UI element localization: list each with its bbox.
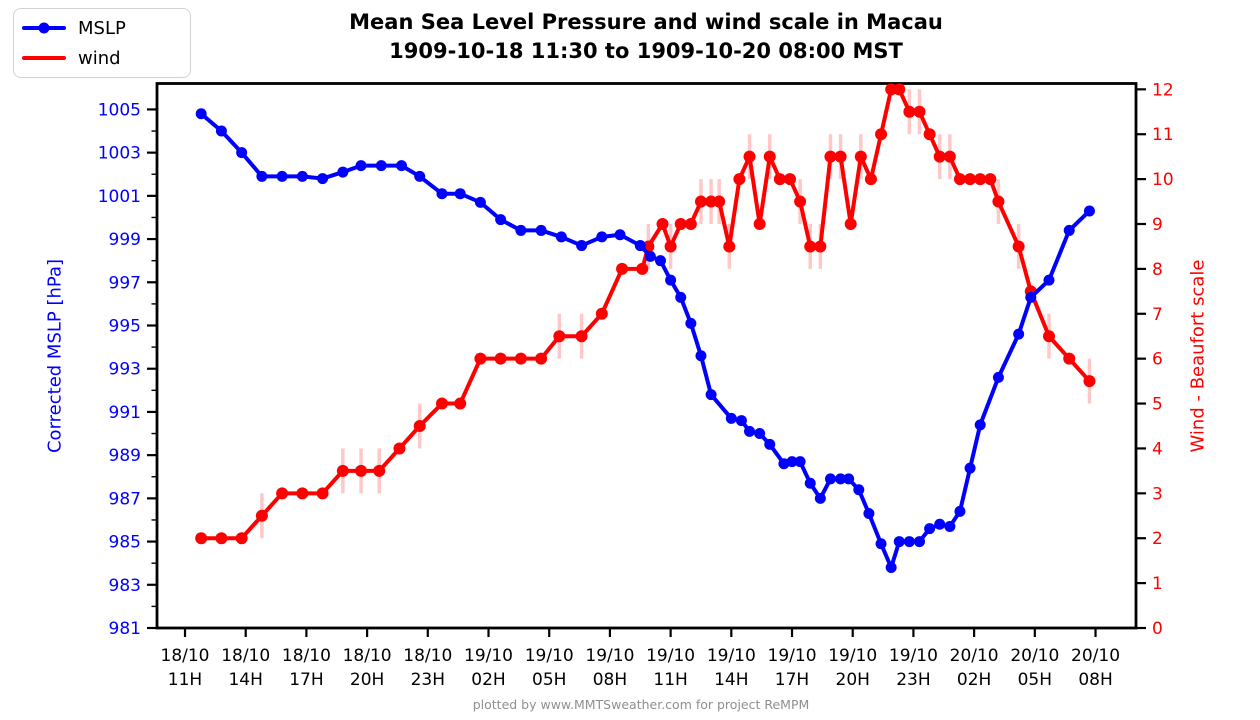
svg-text:20H: 20H <box>350 670 384 690</box>
svg-text:05H: 05H <box>1018 670 1052 690</box>
svg-text:20/10: 20/10 <box>950 646 999 666</box>
svg-text:05H: 05H <box>532 670 566 690</box>
footer-credit: plotted by www.MMTSweather.com for proje… <box>472 697 810 712</box>
svg-text:08H: 08H <box>1078 670 1112 690</box>
mslp-series <box>195 108 1095 573</box>
legend-entry-mslp: MSLP <box>22 13 182 43</box>
svg-text:08H: 08H <box>593 670 627 690</box>
svg-text:23H: 23H <box>411 670 445 690</box>
svg-text:18/10: 18/10 <box>161 646 210 666</box>
svg-text:8: 8 <box>1152 260 1163 280</box>
svg-text:999: 999 <box>109 230 141 250</box>
svg-text:10: 10 <box>1152 170 1174 190</box>
chart-title-line2: 1909-10-18 11:30 to 1909-10-20 08:00 MST <box>389 39 903 63</box>
svg-text:19/10: 19/10 <box>646 646 695 666</box>
svg-text:6: 6 <box>1152 350 1163 370</box>
svg-text:4: 4 <box>1152 439 1163 459</box>
wind-error-bars <box>260 89 1092 539</box>
svg-text:0: 0 <box>1152 619 1163 639</box>
svg-text:17H: 17H <box>775 670 809 690</box>
chart-title: Mean Sea Level Pressure and wind scale i… <box>349 8 943 66</box>
svg-text:18/10: 18/10 <box>221 646 270 666</box>
svg-text:19/10: 19/10 <box>464 646 513 666</box>
legend: MSLP wind <box>13 8 191 78</box>
y-axis-left: 981 983 985 987 989 991 993 995 997 999 1001 1003 10… <box>98 100 157 639</box>
svg-text:19/10: 19/10 <box>889 646 938 666</box>
svg-text:19/10: 19/10 <box>585 646 634 666</box>
svg-text:981: 981 <box>109 619 141 639</box>
wind-line-icon <box>22 52 66 64</box>
svg-text:19/10: 19/10 <box>707 646 756 666</box>
chart-title-line1: Mean Sea Level Pressure and wind scale i… <box>349 10 943 34</box>
svg-text:20/10: 20/10 <box>1010 646 1059 666</box>
svg-text:987: 987 <box>109 489 141 509</box>
svg-text:985: 985 <box>109 533 141 553</box>
axes-frame <box>155 82 1138 630</box>
svg-text:11H: 11H <box>168 670 202 690</box>
svg-text:995: 995 <box>109 317 141 337</box>
svg-text:12: 12 <box>1152 80 1174 100</box>
svg-text:23H: 23H <box>896 670 930 690</box>
svg-text:19/10: 19/10 <box>828 646 877 666</box>
legend-entry-wind: wind <box>22 43 182 73</box>
svg-text:11H: 11H <box>653 670 687 690</box>
svg-text:18/10: 18/10 <box>282 646 331 666</box>
svg-text:14H: 14H <box>714 670 748 690</box>
svg-text:20H: 20H <box>836 670 870 690</box>
svg-text:11: 11 <box>1152 125 1174 145</box>
legend-label-wind: wind <box>78 47 121 69</box>
wind-series <box>195 83 1096 545</box>
svg-text:1: 1 <box>1152 574 1163 594</box>
mslp-line-marker-icon <box>22 22 66 34</box>
svg-text:18/10: 18/10 <box>403 646 452 666</box>
svg-text:19/10: 19/10 <box>768 646 817 666</box>
svg-text:5: 5 <box>1152 395 1163 415</box>
svg-text:3: 3 <box>1152 484 1163 504</box>
svg-text:1001: 1001 <box>98 187 141 207</box>
svg-text:983: 983 <box>109 576 141 596</box>
svg-text:2: 2 <box>1152 529 1163 549</box>
svg-text:1005: 1005 <box>98 100 141 120</box>
svg-text:17H: 17H <box>289 670 323 690</box>
legend-label-mslp: MSLP <box>78 17 126 39</box>
svg-text:14H: 14H <box>228 670 262 690</box>
svg-text:1003: 1003 <box>98 144 141 164</box>
svg-text:02H: 02H <box>471 670 505 690</box>
svg-text:997: 997 <box>109 273 141 293</box>
svg-text:991: 991 <box>109 403 141 423</box>
svg-text:20/10: 20/10 <box>1071 646 1120 666</box>
x-axis: 18/10 11H 18/10 14H 18/10 17H 18/10 20H 18/10 23H… <box>161 628 1120 690</box>
svg-text:989: 989 <box>109 446 141 466</box>
svg-text:9: 9 <box>1152 215 1163 235</box>
svg-text:18/10: 18/10 <box>343 646 392 666</box>
svg-text:7: 7 <box>1152 305 1163 325</box>
svg-text:02H: 02H <box>957 670 991 690</box>
svg-text:19/10: 19/10 <box>525 646 574 666</box>
svg-text:993: 993 <box>109 360 141 380</box>
